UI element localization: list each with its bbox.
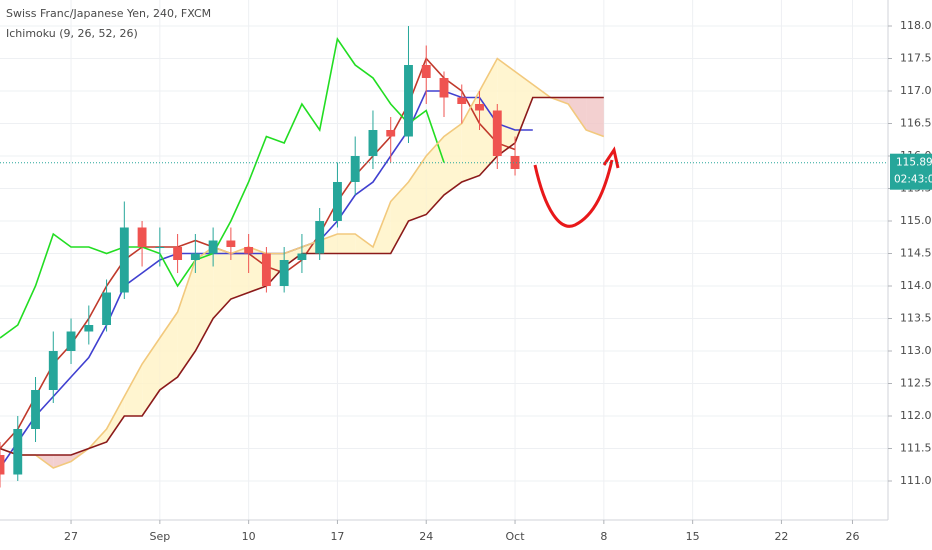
x-tick-label: 27	[64, 530, 78, 543]
cloud-segment	[390, 182, 409, 254]
y-tick-label: 117.000	[900, 84, 932, 97]
chart-title: Swiss Franc/Japanese Yen, 240, FXCM	[6, 7, 211, 20]
cloud-segment	[515, 71, 533, 143]
y-tick-label: 112.500	[900, 377, 932, 390]
candle-body	[261, 253, 271, 286]
candle-body	[244, 247, 254, 254]
y-tick-label: 113.000	[900, 344, 932, 357]
candle-body	[155, 247, 165, 248]
candle-body	[297, 253, 307, 260]
candle-body	[492, 110, 502, 156]
indicator-line	[0, 57, 516, 450]
cloud-segment	[177, 260, 196, 377]
y-tick-label: 117.500	[900, 52, 932, 65]
candle-body	[386, 130, 396, 137]
x-tick-label: Sep	[149, 530, 170, 543]
candle-body	[333, 182, 342, 221]
annotation-arrowhead	[602, 146, 620, 169]
candle-body	[226, 240, 236, 247]
candle-body	[102, 292, 111, 325]
candle-body	[84, 325, 94, 332]
candle-body	[315, 221, 325, 254]
candle-body	[510, 156, 520, 169]
candle-body	[48, 351, 58, 390]
cloud-segment	[106, 396, 125, 442]
x-tick-label: 8	[600, 530, 607, 543]
price-label: 115.897	[896, 157, 932, 169]
cloud-segment	[568, 97, 587, 130]
cloud-segment	[230, 247, 249, 299]
countdown: 02:43:06	[894, 174, 932, 186]
cloud-segment	[213, 247, 231, 319]
cloud-segment	[444, 123, 462, 195]
candle-body	[31, 390, 40, 429]
y-tick-label: 112.000	[900, 409, 932, 422]
indicator-line	[0, 36, 445, 339]
y-tick-label: 111.000	[900, 474, 932, 487]
indicator-label: Ichimoku (9, 26, 52, 26)	[6, 27, 138, 40]
x-tick-label: Oct	[506, 530, 526, 543]
price-label-box	[890, 153, 932, 190]
candle-body	[13, 429, 23, 475]
y-tick-label: 111.500	[900, 442, 932, 455]
cloud-segment	[337, 234, 356, 254]
y-tick-label: 116.500	[900, 117, 932, 130]
cloud-segment	[124, 364, 143, 416]
y-tick-label: 118.000	[900, 19, 932, 32]
annotation-arrow	[533, 159, 614, 228]
candle-body	[475, 104, 484, 111]
cloud-segment	[586, 97, 604, 137]
y-tick-label: 114.000	[900, 279, 932, 292]
cloud-segment	[53, 455, 72, 468]
candle-body	[279, 260, 289, 286]
candle-body	[190, 253, 200, 260]
candle-body	[173, 247, 183, 260]
x-tick-label: 10	[242, 530, 256, 543]
x-tick-label: 22	[774, 530, 788, 543]
cloud-segment	[408, 156, 427, 221]
candle-body	[119, 227, 129, 293]
cloud-segment	[426, 136, 444, 215]
candle-body	[66, 331, 76, 351]
y-tick-label: 113.500	[900, 312, 932, 325]
y-tick-label: 114.500	[900, 247, 932, 260]
candle-body	[0, 455, 5, 475]
candle-body	[350, 156, 360, 182]
x-tick-label: 15	[686, 530, 700, 543]
y-tick-label: 115.000	[900, 214, 932, 227]
candle-body	[439, 78, 449, 98]
candle-body	[137, 227, 147, 247]
candle-body	[421, 65, 431, 78]
candle-body	[208, 240, 218, 254]
cloud-segment	[355, 234, 373, 254]
x-tick-label: 24	[419, 530, 433, 543]
candle-body	[457, 97, 467, 104]
x-tick-label: 26	[845, 530, 859, 543]
x-tick-label: 17	[330, 530, 344, 543]
candle-body	[404, 65, 413, 137]
candle-body	[368, 130, 378, 156]
